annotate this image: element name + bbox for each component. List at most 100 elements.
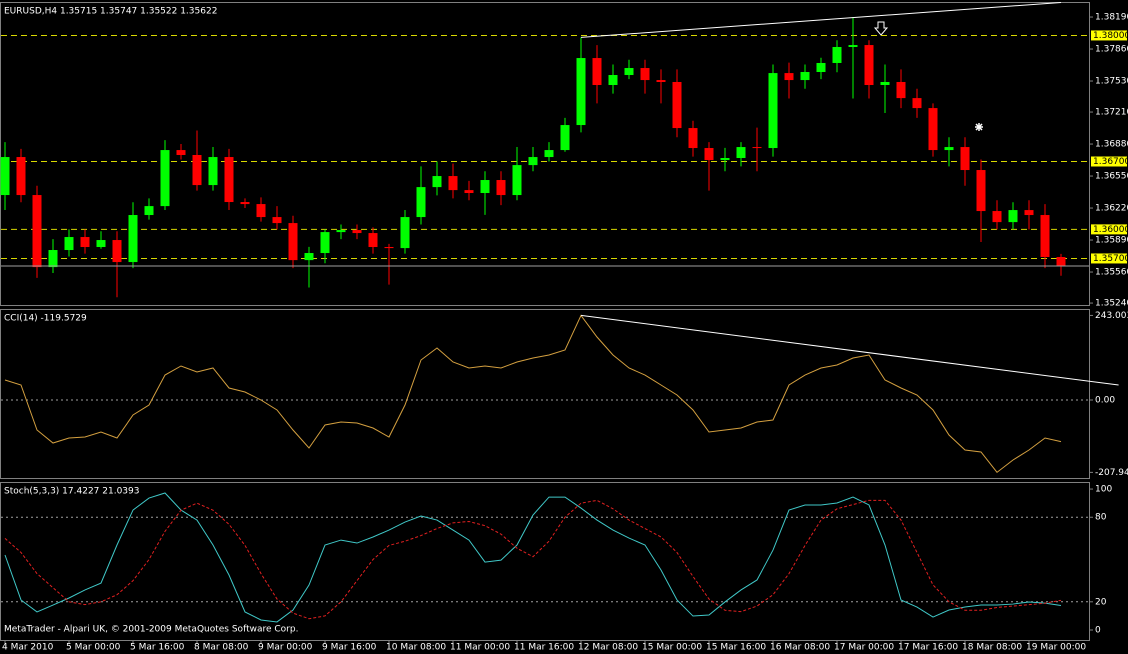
y-tick-label: 1.35240 bbox=[1095, 299, 1128, 309]
level-label: 1.36700 bbox=[1093, 157, 1128, 167]
candle-body bbox=[368, 233, 378, 248]
x-tick-label: 15 Mar 16:00 bbox=[706, 643, 766, 653]
chart-title: EURUSD,H4 1.35715 1.35747 1.35522 1.3562… bbox=[4, 7, 217, 17]
x-tick-label: 15 Mar 00:00 bbox=[642, 643, 702, 653]
candle-body bbox=[720, 158, 730, 161]
candle-body bbox=[192, 155, 202, 186]
x-tick-label: 12 Mar 08:00 bbox=[578, 643, 638, 653]
x-tick-label: 10 Mar 08:00 bbox=[386, 643, 446, 653]
candle-body bbox=[768, 73, 778, 149]
indicator-title: CCI(14) -119.5729 bbox=[4, 314, 87, 324]
candle-body bbox=[832, 46, 842, 63]
candle-body bbox=[128, 215, 138, 263]
x-tick-label: 17 Mar 16:00 bbox=[898, 643, 958, 653]
level-label-box bbox=[1091, 156, 1127, 167]
candle-body bbox=[528, 157, 538, 166]
x-tick-label: 4 Mar 2010 bbox=[2, 643, 54, 653]
candle-body bbox=[48, 250, 58, 268]
candle-body bbox=[976, 170, 986, 212]
y-tick-label: 1.38190 bbox=[1095, 13, 1128, 23]
trendline bbox=[580, 314, 1119, 386]
y-tick-label: 1.36880 bbox=[1095, 140, 1128, 150]
candle-body bbox=[960, 147, 970, 171]
candle-body bbox=[1040, 215, 1050, 258]
candle-body bbox=[400, 217, 410, 249]
candle-body bbox=[144, 206, 154, 216]
indicator-title: Stoch(5,3,3) 17.4227 21.0393 bbox=[4, 487, 139, 497]
x-tick-label: 5 Mar 16:00 bbox=[130, 643, 185, 653]
candle-body bbox=[1024, 210, 1034, 216]
candle-body bbox=[512, 165, 522, 196]
cci-panel bbox=[0, 309, 1090, 479]
x-tick-label: 18 Mar 08:00 bbox=[962, 643, 1022, 653]
x-tick-label: 19 Mar 00:00 bbox=[1026, 643, 1086, 653]
candle-body bbox=[240, 202, 250, 205]
x-tick-label: 8 Mar 08:00 bbox=[194, 643, 249, 653]
y-tick-label: 1.36550 bbox=[1095, 172, 1128, 182]
candle-body bbox=[352, 230, 362, 234]
candle-body bbox=[896, 81, 906, 99]
candle-body bbox=[480, 180, 490, 194]
x-tick-label: 5 Mar 00:00 bbox=[66, 643, 121, 653]
y-tick-label: 243.0032 bbox=[1095, 311, 1128, 321]
candle-body bbox=[928, 108, 938, 151]
candle-body bbox=[256, 204, 266, 218]
level-label-box bbox=[1091, 253, 1127, 264]
candle-body bbox=[576, 58, 586, 126]
candle-body bbox=[864, 45, 874, 85]
candle-body bbox=[464, 190, 474, 194]
stoch-panel bbox=[0, 482, 1090, 641]
candle-body bbox=[96, 240, 106, 248]
candle-body bbox=[496, 180, 506, 196]
main-panel bbox=[0, 2, 1090, 306]
y-tick-label: 0 bbox=[1095, 625, 1101, 635]
indicator-line bbox=[4, 314, 1062, 474]
x-tick-label: 9 Mar 16:00 bbox=[322, 643, 377, 653]
y-tick-label: 1.36220 bbox=[1095, 204, 1128, 214]
candle-body bbox=[224, 157, 234, 203]
candle-body bbox=[448, 176, 458, 191]
candle-body bbox=[176, 150, 186, 156]
trendline bbox=[580, 1, 1062, 38]
x-tick-label: 9 Mar 00:00 bbox=[258, 643, 313, 653]
level-label-box bbox=[1091, 224, 1127, 235]
candle-body bbox=[544, 150, 554, 158]
y-tick-label: 20 bbox=[1095, 597, 1107, 607]
candle-body bbox=[208, 157, 218, 186]
candle-body bbox=[160, 150, 170, 207]
y-tick-label: 1.35560 bbox=[1095, 268, 1128, 278]
candle-body bbox=[688, 128, 698, 149]
candle-body bbox=[944, 147, 954, 151]
level-label-box bbox=[1091, 30, 1127, 41]
candle-body bbox=[592, 58, 602, 85]
y-tick-label: 1.35890 bbox=[1095, 236, 1128, 246]
candle-body bbox=[784, 73, 794, 81]
candle-body bbox=[992, 211, 1002, 223]
y-tick-label: 1.37860 bbox=[1095, 45, 1128, 55]
x-tick-label: 16 Mar 08:00 bbox=[770, 643, 830, 653]
y-tick-label: 0.00 bbox=[1095, 396, 1115, 406]
candle-body bbox=[0, 157, 10, 196]
candle-body bbox=[800, 72, 810, 81]
candle-body bbox=[912, 98, 922, 109]
y-tick-label: 100 bbox=[1095, 485, 1112, 495]
candle-body bbox=[656, 80, 666, 82]
candle-body bbox=[80, 237, 90, 248]
candle-body bbox=[336, 230, 346, 233]
candle-body bbox=[272, 217, 282, 224]
candle-body bbox=[112, 240, 122, 263]
candle-body bbox=[736, 147, 746, 159]
candle-body bbox=[64, 237, 74, 251]
candle-body bbox=[848, 45, 858, 47]
candle-body bbox=[672, 81, 682, 129]
y-tick-label: -207.945 bbox=[1095, 468, 1128, 478]
arrow-marker bbox=[873, 21, 889, 36]
candle-body bbox=[608, 75, 618, 85]
candle-body bbox=[384, 247, 394, 249]
candle-body bbox=[320, 232, 330, 254]
candle-body bbox=[16, 157, 26, 196]
asterisk-marker bbox=[975, 123, 983, 131]
candle-body bbox=[640, 68, 650, 81]
